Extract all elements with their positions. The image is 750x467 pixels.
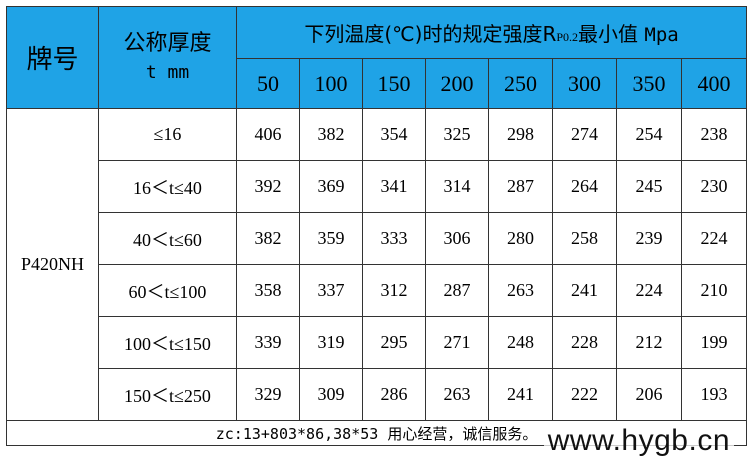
strength-value-cell: 210 bbox=[680, 264, 748, 317]
strength-value-cell: 287 bbox=[425, 264, 489, 317]
temperature-header-cell: 150 bbox=[362, 58, 426, 109]
grade-header: 牌号 bbox=[6, 6, 99, 109]
strength-value-cell: 228 bbox=[552, 316, 617, 369]
table-row: 60＜t≤100 358 337 312 287 263 241 224 210 bbox=[7, 264, 748, 317]
strength-value-cell: 306 bbox=[425, 212, 489, 265]
thickness-header-unit: t mm bbox=[145, 61, 190, 83]
strength-value-cell: 230 bbox=[680, 160, 748, 213]
strength-value-cell: 295 bbox=[362, 316, 426, 369]
strength-value-cell: 263 bbox=[425, 368, 489, 421]
strength-value-cell: 264 bbox=[552, 160, 617, 213]
strength-value-cell: 199 bbox=[680, 316, 748, 369]
strength-value-cell: 406 bbox=[236, 108, 300, 161]
temperature-header-cell: 50 bbox=[236, 58, 300, 109]
thickness-header: 公称厚度 t mm bbox=[98, 6, 237, 109]
watermark: www.hygb.cn bbox=[543, 424, 734, 458]
thickness-range-cell: 60＜t≤100 bbox=[98, 264, 237, 317]
strength-value-cell: 224 bbox=[616, 264, 682, 317]
strength-table: 牌号 公称厚度 t mm 下列温度(℃)时的规定强度RP0.2最小值 Mpa 5… bbox=[5, 6, 748, 446]
strength-value-cell: 238 bbox=[680, 108, 748, 161]
strength-value-cell: 341 bbox=[362, 160, 426, 213]
thickness-range-cell: 100＜t≤150 bbox=[98, 316, 237, 369]
strength-value-cell: 258 bbox=[552, 212, 617, 265]
thickness-header-label: 公称厚度 bbox=[123, 29, 212, 55]
strength-value-cell: 224 bbox=[680, 212, 748, 265]
strength-value-cell: 271 bbox=[425, 316, 489, 369]
table-row: 100＜t≤150 339 319 295 271 248 228 212 199 bbox=[7, 316, 748, 369]
strength-value-cell: 248 bbox=[488, 316, 553, 369]
strength-value-cell: 354 bbox=[362, 108, 426, 161]
strength-value-cell: 358 bbox=[236, 264, 300, 317]
temperature-title-prefix: 下列温度(℃)时的规定强度R bbox=[304, 22, 557, 46]
strength-value-cell: 241 bbox=[488, 368, 553, 421]
temperature-title-subscript: P0.2 bbox=[556, 30, 579, 44]
thickness-range-cell: 16＜t≤40 bbox=[98, 160, 237, 213]
strength-value-cell: 193 bbox=[680, 368, 748, 421]
temperature-title-suffix: 最小值 bbox=[578, 22, 639, 46]
strength-value-cell: 263 bbox=[488, 264, 553, 317]
strength-value-cell: 239 bbox=[616, 212, 682, 265]
grade-cell: P420NH bbox=[6, 108, 99, 421]
strength-value-cell: 314 bbox=[425, 160, 489, 213]
temperature-header-cell: 350 bbox=[616, 58, 682, 109]
strength-value-cell: 280 bbox=[488, 212, 553, 265]
thickness-range-cell: 150＜t≤250 bbox=[98, 368, 237, 421]
strength-value-cell: 337 bbox=[299, 264, 363, 317]
temperature-unit: Mpa bbox=[644, 24, 679, 46]
table-row: 16＜t≤40 392 369 341 314 287 264 245 230 bbox=[7, 160, 748, 213]
temperature-header-cell: 300 bbox=[552, 58, 617, 109]
strength-value-cell: 382 bbox=[236, 212, 300, 265]
strength-value-cell: 241 bbox=[552, 264, 617, 317]
thickness-range-cell: 40＜t≤60 bbox=[98, 212, 237, 265]
strength-value-cell: 287 bbox=[488, 160, 553, 213]
temperature-header-cell: 250 bbox=[488, 58, 553, 109]
strength-value-cell: 245 bbox=[616, 160, 682, 213]
table-row: 40＜t≤60 382 359 333 306 280 258 239 224 bbox=[7, 212, 748, 265]
strength-value-cell: 222 bbox=[552, 368, 617, 421]
temperature-header-cell: 400 bbox=[680, 58, 748, 109]
strength-value-cell: 339 bbox=[236, 316, 300, 369]
strength-value-cell: 382 bbox=[299, 108, 363, 161]
strength-value-cell: 369 bbox=[299, 160, 363, 213]
temperature-header-cell: 100 bbox=[299, 58, 363, 109]
temperature-row: 50 100 150 200 250 300 350 400 bbox=[7, 58, 748, 109]
strength-value-cell: 212 bbox=[616, 316, 682, 369]
strength-value-cell: 325 bbox=[425, 108, 489, 161]
strength-value-cell: 206 bbox=[616, 368, 682, 421]
strength-value-cell: 333 bbox=[362, 212, 426, 265]
strength-value-cell: 254 bbox=[616, 108, 682, 161]
table-row: 150＜t≤250 329 309 286 263 241 222 206 193 bbox=[7, 368, 748, 421]
thickness-range-cell: ≤16 bbox=[98, 108, 237, 161]
strength-value-cell: 309 bbox=[299, 368, 363, 421]
temperature-header-cell: 200 bbox=[425, 58, 489, 109]
strength-value-cell: 286 bbox=[362, 368, 426, 421]
strength-value-cell: 298 bbox=[488, 108, 553, 161]
temperature-title: 下列温度(℃)时的规定强度RP0.2最小值 Mpa bbox=[235, 6, 748, 59]
strength-value-cell: 329 bbox=[236, 368, 300, 421]
strength-value-cell: 359 bbox=[299, 212, 363, 265]
strength-value-cell: 319 bbox=[299, 316, 363, 369]
strength-value-cell: 274 bbox=[552, 108, 617, 161]
strength-table-container: 牌号 公称厚度 t mm 下列温度(℃)时的规定强度RP0.2最小值 Mpa 5… bbox=[5, 6, 748, 462]
table-row: P420NH ≤16 406 382 354 325 298 274 254 238 bbox=[6, 108, 748, 421]
strength-value-cell: 312 bbox=[362, 264, 426, 317]
strength-value-cell: 392 bbox=[236, 160, 300, 213]
